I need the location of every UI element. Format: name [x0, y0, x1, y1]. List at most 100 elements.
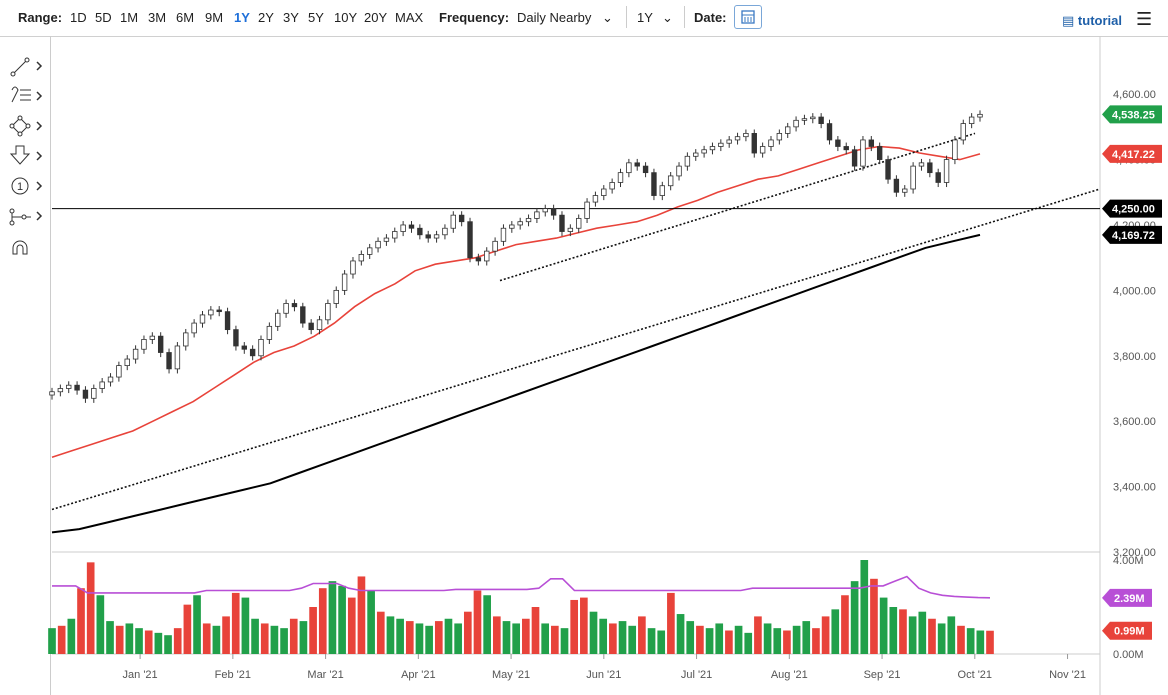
range-3y-button[interactable]: 3Y [283, 10, 299, 25]
candle[interactable] [567, 227, 574, 232]
candle[interactable] [216, 309, 222, 313]
chart-area[interactable]: 3,200.00 3,400.00 3,600.00 3,800.00 4,000.00… [0, 36, 1168, 695]
candle[interactable] [509, 224, 515, 229]
candle[interactable] [300, 306, 306, 324]
candle[interactable] [408, 224, 415, 229]
candle[interactable] [475, 257, 482, 262]
candle[interactable] [433, 234, 440, 239]
candle[interactable] [442, 227, 448, 236]
candle[interactable] [157, 335, 164, 353]
range-5d-button[interactable]: 5D [95, 10, 112, 25]
candle[interactable] [525, 218, 532, 223]
candle[interactable] [350, 260, 356, 275]
candle[interactable] [458, 214, 465, 223]
candle[interactable] [601, 188, 607, 196]
candle[interactable] [960, 123, 966, 141]
candle[interactable] [308, 322, 314, 331]
magnet-icon[interactable] [12, 240, 28, 255]
candle[interactable] [617, 172, 624, 183]
candle[interactable] [107, 376, 114, 383]
range-9m-button[interactable]: 9M [205, 10, 224, 25]
candle[interactable] [559, 214, 565, 232]
candle[interactable] [467, 221, 473, 259]
candle[interactable] [851, 149, 858, 167]
candle[interactable] [49, 391, 55, 396]
candle[interactable] [935, 172, 941, 183]
candle[interactable] [751, 133, 757, 154]
shapes-icon[interactable] [9, 115, 43, 137]
candle[interactable] [341, 273, 348, 291]
candle[interactable] [333, 289, 339, 304]
candle[interactable] [709, 146, 716, 151]
measure-icon[interactable] [9, 208, 43, 226]
candle[interactable] [366, 247, 373, 255]
range-2y-button[interactable]: 2Y [258, 10, 274, 25]
candle[interactable] [383, 237, 390, 242]
candle[interactable] [701, 149, 707, 154]
hamburger-menu-icon[interactable]: ☰ [1136, 9, 1153, 29]
range-1d-button[interactable]: 1D [70, 10, 87, 25]
candle[interactable] [66, 384, 72, 389]
candle[interactable] [826, 123, 833, 141]
candle[interactable] [734, 136, 741, 141]
candle[interactable] [634, 162, 640, 167]
candle[interactable] [609, 182, 615, 190]
frequency-select[interactable]: Daily Nearby [517, 10, 592, 25]
candle[interactable] [283, 303, 289, 314]
chevron-down-icon[interactable]: ⌄ [662, 10, 673, 25]
candle[interactable] [902, 188, 908, 193]
period-select[interactable]: 1Y [637, 10, 653, 25]
candle[interactable] [174, 345, 181, 370]
range-1m-button[interactable]: 1M [120, 10, 139, 25]
candle[interactable] [835, 139, 841, 147]
candle[interactable] [550, 208, 557, 216]
range-6m-button[interactable]: 6M [176, 10, 195, 25]
candle[interactable] [425, 234, 431, 239]
trendline-icon[interactable] [10, 57, 43, 77]
candle[interactable] [952, 139, 958, 160]
candle[interactable] [776, 133, 783, 141]
candle[interactable] [659, 185, 666, 196]
candle[interactable] [743, 133, 749, 138]
candle[interactable] [868, 139, 875, 147]
candle[interactable] [358, 254, 365, 262]
candle[interactable] [275, 312, 281, 327]
candle[interactable] [785, 126, 791, 134]
candle[interactable] [918, 162, 925, 167]
candle[interactable] [943, 159, 950, 183]
candle[interactable] [166, 352, 172, 370]
candle[interactable] [116, 365, 122, 378]
candle[interactable] [651, 172, 657, 196]
candle[interactable] [584, 201, 590, 219]
candle[interactable] [726, 139, 732, 144]
candle[interactable] [642, 165, 649, 174]
candle[interactable] [208, 309, 214, 316]
candle[interactable] [492, 240, 498, 252]
candle[interactable] [291, 303, 298, 308]
candle[interactable] [801, 118, 808, 121]
candle[interactable] [860, 139, 866, 167]
candle[interactable] [249, 348, 256, 357]
candle[interactable] [968, 116, 975, 124]
candle[interactable] [592, 195, 599, 203]
candle[interactable] [718, 142, 724, 147]
candle[interactable] [893, 178, 900, 193]
candle[interactable] [484, 250, 490, 262]
candle[interactable] [500, 227, 507, 242]
candle[interactable] [183, 332, 189, 347]
range-5y-button[interactable]: 5Y [308, 10, 324, 25]
candle[interactable] [224, 311, 231, 331]
candle[interactable] [667, 175, 674, 187]
candle[interactable] [99, 381, 105, 389]
candle[interactable] [927, 162, 933, 174]
candle[interactable] [74, 384, 80, 391]
candle[interactable] [534, 211, 540, 219]
candle[interactable] [400, 224, 406, 232]
range-10y-button[interactable]: 10Y [334, 10, 358, 25]
candle[interactable] [910, 165, 916, 190]
candle[interactable] [141, 339, 147, 350]
chevron-down-icon[interactable]: ⌄ [602, 10, 613, 25]
candle[interactable] [375, 240, 381, 249]
candle[interactable] [233, 329, 239, 347]
candle[interactable] [576, 218, 582, 229]
